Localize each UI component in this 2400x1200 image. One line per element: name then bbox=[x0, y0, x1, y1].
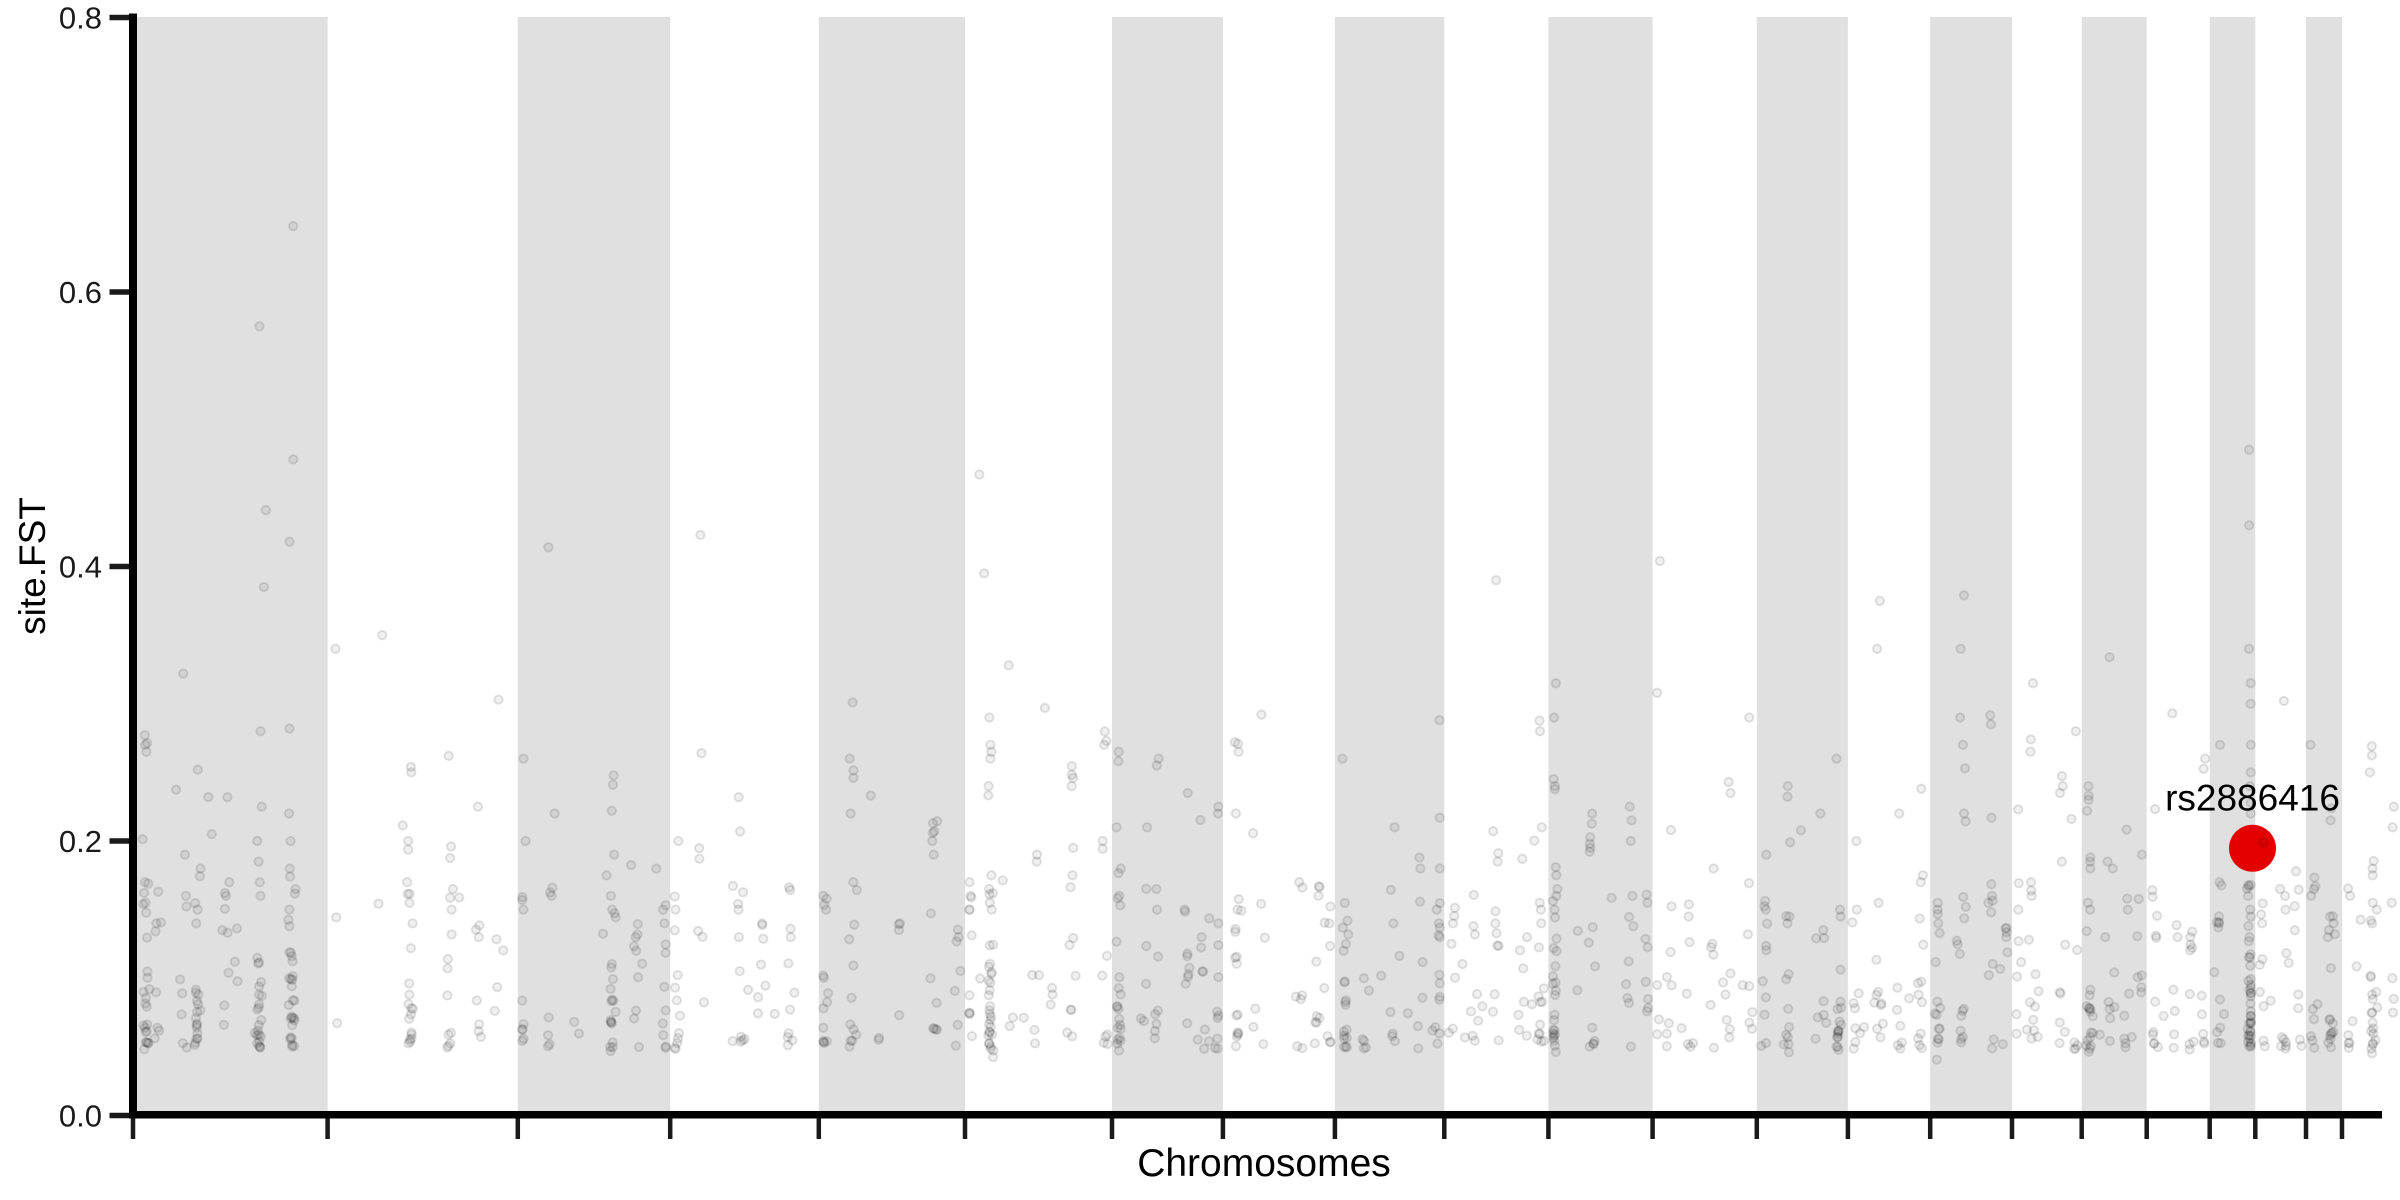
svg-text:0.4: 0.4 bbox=[59, 550, 102, 585]
svg-text:Chromosomes: Chromosomes bbox=[1137, 1142, 1391, 1185]
svg-text:0.2: 0.2 bbox=[59, 824, 102, 859]
svg-text:0.0: 0.0 bbox=[59, 1099, 102, 1134]
svg-text:site.FST: site.FST bbox=[12, 497, 53, 635]
svg-text:rs2886416: rs2886416 bbox=[2165, 778, 2340, 819]
svg-text:0.6: 0.6 bbox=[59, 275, 102, 310]
svg-text:0.8: 0.8 bbox=[59, 1, 102, 36]
